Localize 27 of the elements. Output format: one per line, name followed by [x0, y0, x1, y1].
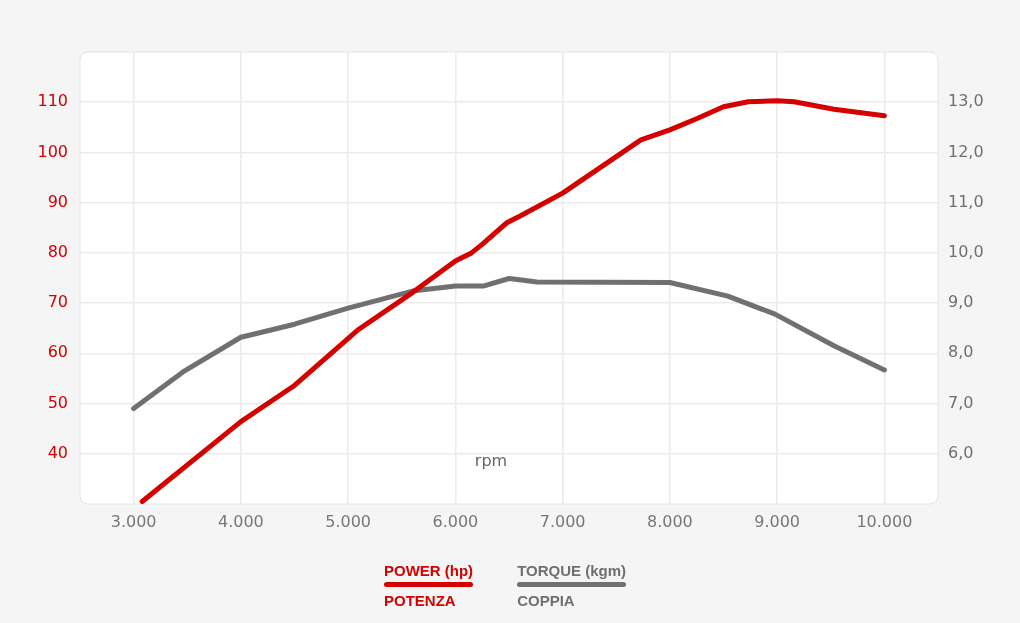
y-tick-label: 80 [47, 242, 68, 262]
x-tick-label: 7.000 [539, 511, 586, 531]
x-tick-label: 6.000 [432, 511, 479, 531]
y2-tick-label: 7,0 [948, 392, 974, 412]
text: POWER (hp) POTENZA [383, 562, 474, 609]
y-tick-label: 70 [47, 292, 68, 312]
y2-tick-label: 8,0 [948, 342, 974, 362]
y2-tick-label: 10,0 [948, 242, 984, 262]
x-tick-label: 10.000 [856, 511, 913, 531]
y-tick-label: 50 [47, 392, 68, 412]
x-tick-label: 3.000 [110, 511, 157, 531]
y-tick-label: 100 [37, 141, 68, 161]
y2-tick-label: 6,0 [948, 442, 974, 462]
x-tick-label: 5.000 [325, 511, 372, 531]
y-tick-label: 40 [47, 442, 68, 462]
y2-tick-label: 11,0 [948, 191, 984, 211]
y-tick-label: 110 [37, 91, 68, 111]
x-tick-label: 8.000 [646, 511, 693, 531]
y-tick-label: 90 [47, 191, 68, 211]
x-tick-label: 9.000 [754, 511, 801, 531]
y2-tick-label: 9,0 [948, 292, 974, 312]
x-tick-label: 4.000 [217, 511, 264, 531]
y-tick-label: 60 [47, 342, 68, 362]
x-axis-title: rpm [474, 451, 508, 471]
y2-tick-label: 13,0 [948, 91, 984, 111]
text: TORQUE (kgm) COPPIA [517, 562, 627, 609]
y2-tick-label: 12,0 [948, 141, 984, 161]
